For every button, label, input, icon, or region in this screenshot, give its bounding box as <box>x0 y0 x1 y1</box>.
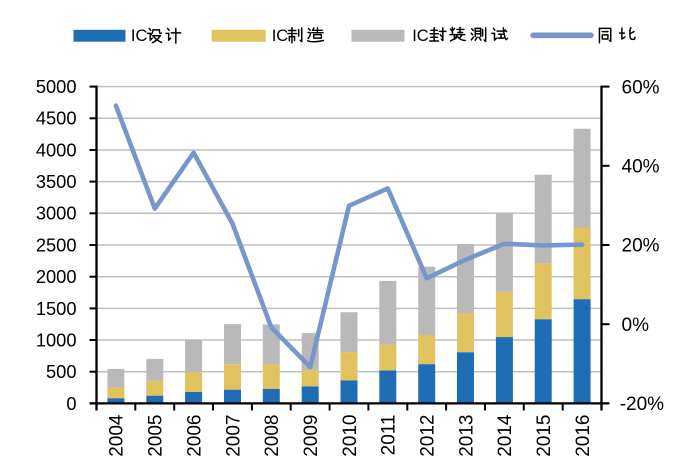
svg-text:60%: 60% <box>622 77 660 98</box>
svg-text:2005: 2005 <box>146 415 167 457</box>
svg-text:2012: 2012 <box>418 415 439 457</box>
svg-text:4500: 4500 <box>36 108 77 129</box>
svg-text:40%: 40% <box>622 157 660 178</box>
svg-text:1500: 1500 <box>36 298 77 319</box>
svg-text:5000: 5000 <box>36 76 77 97</box>
svg-text:2004: 2004 <box>107 414 128 457</box>
svg-text:4000: 4000 <box>36 139 77 160</box>
svg-text:2000: 2000 <box>36 266 77 287</box>
svg-text:IC: IC <box>131 27 148 45</box>
svg-text:2009: 2009 <box>301 415 322 457</box>
svg-text:3000: 3000 <box>36 203 77 224</box>
svg-text:2500: 2500 <box>36 234 77 255</box>
svg-text:2011: 2011 <box>379 415 400 456</box>
svg-text:20%: 20% <box>622 236 660 257</box>
svg-text:0%: 0% <box>622 315 650 336</box>
svg-text:1000: 1000 <box>36 329 77 350</box>
svg-text:500: 500 <box>46 361 77 382</box>
svg-text:2013: 2013 <box>456 415 477 457</box>
svg-text:2006: 2006 <box>184 415 205 457</box>
svg-text:3500: 3500 <box>36 171 77 192</box>
svg-text:2007: 2007 <box>223 415 244 457</box>
svg-text:2016: 2016 <box>573 415 594 457</box>
svg-text:IC: IC <box>412 27 429 45</box>
svg-text:2010: 2010 <box>340 415 361 457</box>
svg-text:IC: IC <box>272 27 289 45</box>
svg-text:2008: 2008 <box>262 415 283 457</box>
svg-text:2014: 2014 <box>495 414 516 457</box>
svg-text:2015: 2015 <box>534 415 555 457</box>
svg-text:-20%: -20% <box>620 394 664 415</box>
svg-text:0: 0 <box>66 393 76 414</box>
